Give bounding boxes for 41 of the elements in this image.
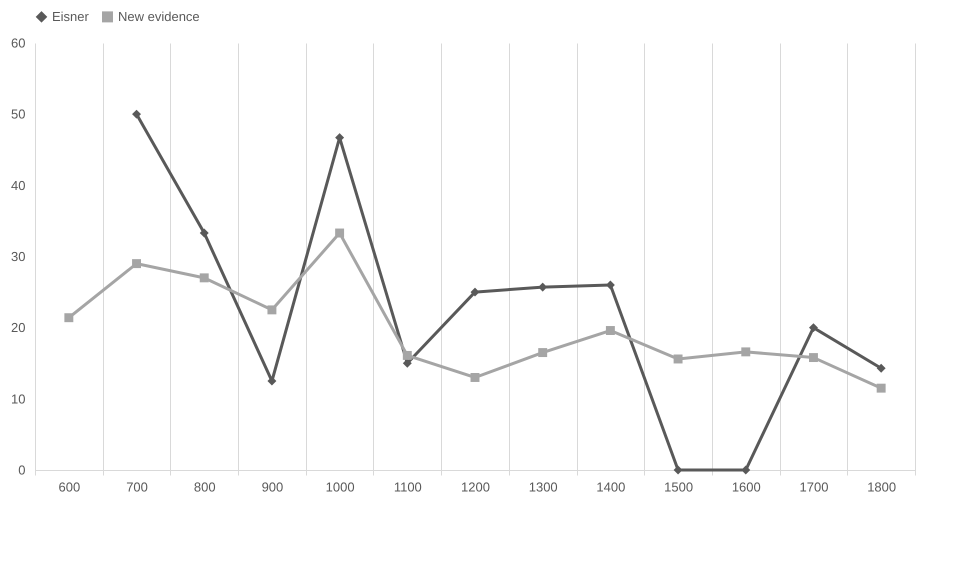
y-tick-label: 40 (11, 178, 26, 193)
x-tick-label: 1700 (800, 480, 828, 494)
point (741, 347, 750, 356)
x-tick-label: 700 (126, 480, 148, 494)
x-tick-label: 1500 (664, 480, 694, 494)
point (808, 323, 818, 332)
point (674, 354, 683, 364)
x-tick-label: 1000 (326, 480, 355, 494)
point (267, 305, 276, 314)
point (606, 326, 615, 335)
x-tick-label: 900 (262, 480, 284, 494)
point (402, 358, 412, 368)
x-tick-label: 1800 (867, 480, 896, 494)
x-tick-label: 1300 (528, 480, 558, 494)
point (808, 353, 818, 362)
point (470, 373, 480, 382)
y-tick-label: 30 (11, 249, 26, 264)
x-tick-label: 800 (194, 480, 216, 494)
legend-label: Eisner (52, 8, 90, 24)
point (132, 259, 142, 268)
point (470, 288, 480, 297)
y-tick-label: 20 (11, 320, 26, 336)
x-tick-label: 1100 (394, 480, 422, 494)
x-tick-label: 1200 (461, 480, 490, 494)
x-tick-label: 1400 (596, 480, 626, 494)
point (132, 110, 142, 119)
x-tick-label: 600 (58, 480, 80, 494)
y-tick-label: 50 (11, 106, 26, 122)
point (64, 313, 74, 322)
y-tick-label: 0 (18, 462, 26, 478)
point (335, 228, 344, 238)
legend-label: New evidence (118, 8, 200, 24)
x-tick-label: 1600 (732, 480, 761, 494)
point (200, 228, 209, 238)
point (402, 350, 412, 360)
y-tick-label: 60 (11, 36, 26, 50)
point (876, 384, 886, 393)
point (876, 364, 886, 373)
point (200, 273, 209, 282)
y-tick-label: 10 (11, 391, 26, 406)
point (538, 348, 548, 358)
